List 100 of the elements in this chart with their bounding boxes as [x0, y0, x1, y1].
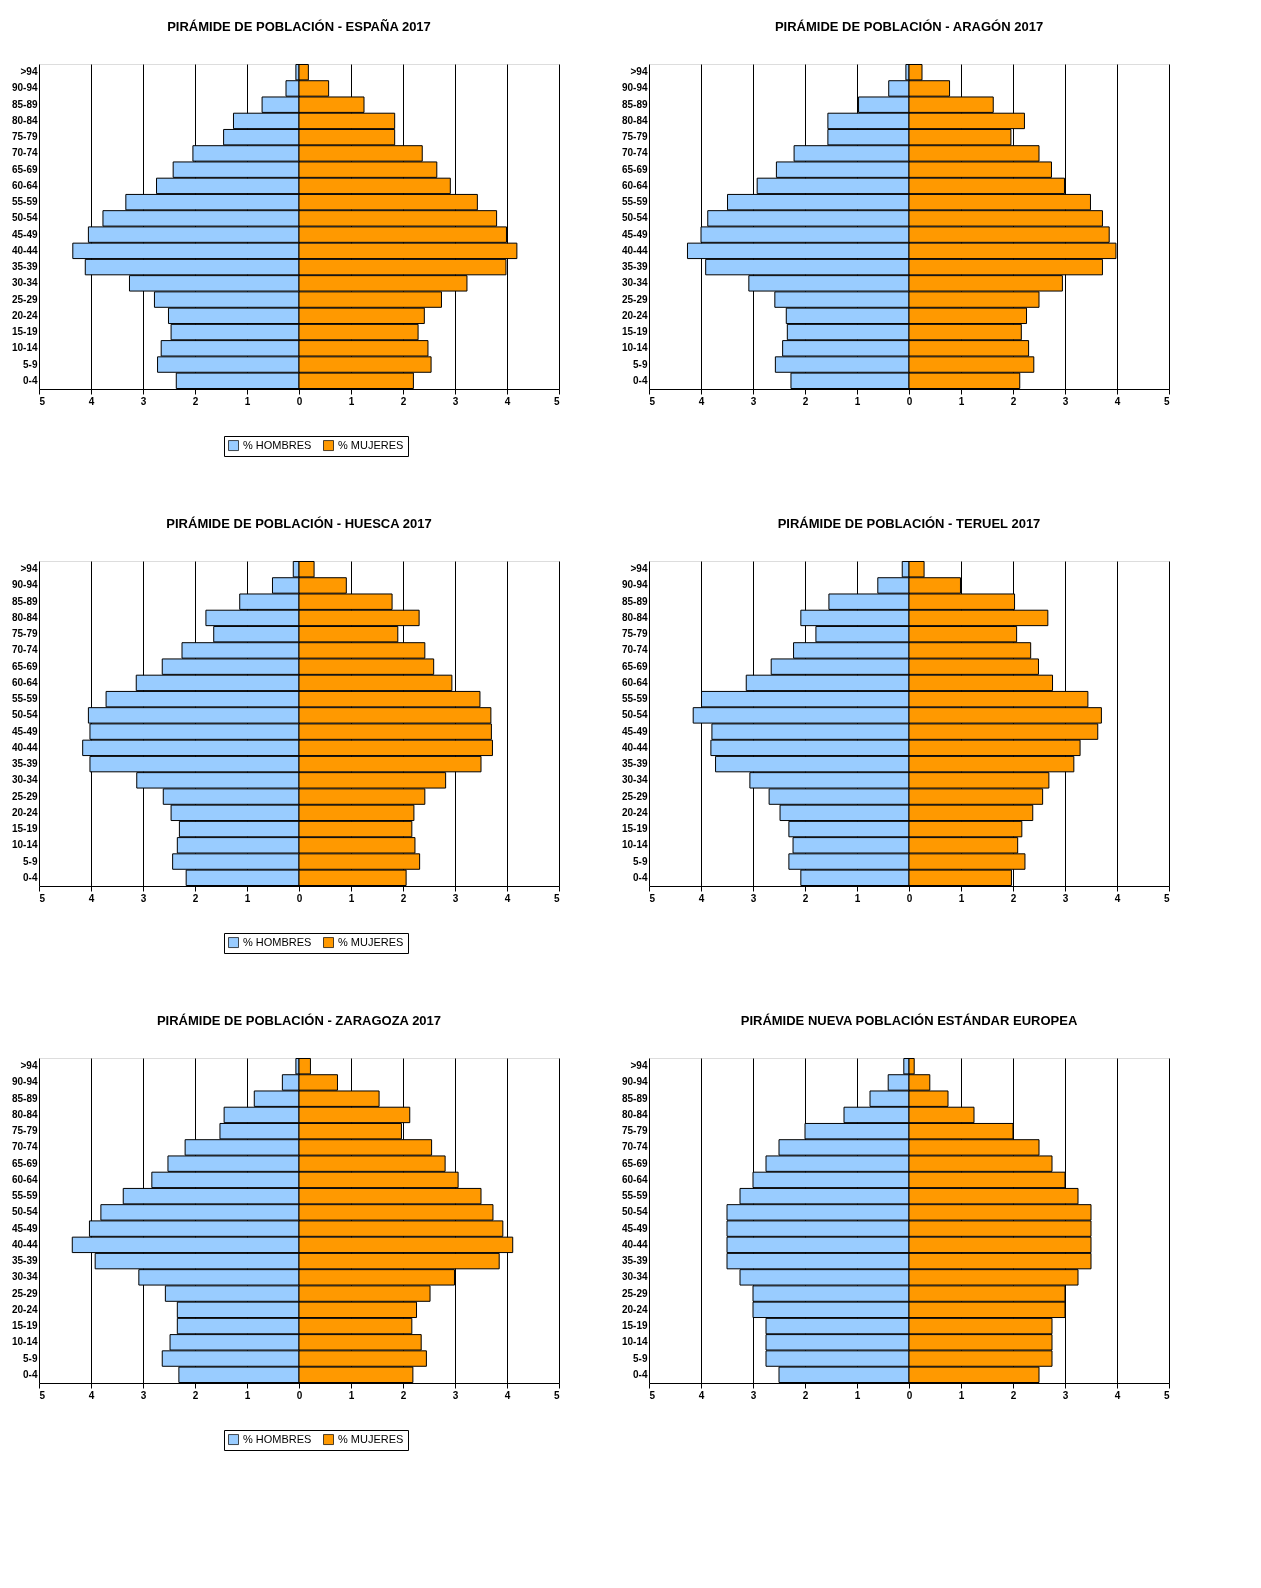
x-tick-label: 1	[854, 395, 861, 407]
x-tick-label: 5	[1163, 395, 1170, 407]
y-tick-label: 75-79	[621, 628, 648, 640]
y-tick-label: 45-49	[621, 228, 648, 240]
y-tick-label: 5-9	[23, 1352, 38, 1364]
x-tick-label: 4	[698, 395, 705, 407]
y-tick-label: 65-69	[11, 660, 38, 672]
y-tick-label: >94	[630, 66, 648, 78]
y-tick-label: 50-54	[11, 212, 38, 224]
x-tick-label: 0	[296, 1389, 303, 1401]
x-tick-label: 1	[244, 892, 251, 904]
x-tick-label: 5	[553, 892, 560, 904]
y-tick-label: 70-74	[621, 1141, 648, 1153]
x-tick-label: 2	[1010, 1389, 1017, 1401]
x-tick-label: 2	[400, 1389, 407, 1401]
chart-title: PIRÁMIDE DE POBLACIÓN - TERUEL 2017	[777, 515, 1041, 531]
y-tick-label: 65-69	[621, 1157, 648, 1169]
x-tick-label: 1	[854, 1389, 861, 1401]
y-tick-label: 25-29	[11, 790, 38, 802]
y-tick-label: 80-84	[621, 1108, 648, 1120]
x-tick-label: 5	[1163, 892, 1170, 904]
y-tick-label: 25-29	[621, 790, 648, 802]
y-tick-label: 65-69	[11, 163, 38, 175]
y-tick-label: 60-64	[621, 179, 648, 191]
x-tick-label: 4	[1114, 892, 1121, 904]
y-tick-label: 55-59	[11, 196, 38, 208]
x-tick-label: 3	[140, 395, 147, 407]
x-tick-label: 4	[88, 395, 95, 407]
chart-title: PIRÁMIDE DE POBLACIÓN - HUESCA 2017	[166, 515, 432, 531]
y-tick-label: 70-74	[11, 147, 38, 159]
x-tick-label: 4	[88, 1389, 95, 1401]
legend-label: % HOMBRES	[243, 1432, 312, 1445]
x-tick-label: 3	[750, 892, 757, 904]
x-tick-label: 0	[296, 395, 303, 407]
y-tick-label: 5-9	[633, 855, 648, 867]
y-tick-label: >94	[20, 563, 38, 575]
x-tick-label: 3	[140, 1389, 147, 1401]
x-tick-label: 4	[504, 1389, 511, 1401]
x-tick-label: 2	[1010, 892, 1017, 904]
y-tick-label: 50-54	[621, 1206, 648, 1218]
y-tick-label: 0-4	[633, 871, 648, 883]
y-tick-label: 90-94	[11, 579, 38, 591]
x-tick-label: 2	[1010, 395, 1017, 407]
x-tick-label: 1	[348, 1389, 355, 1401]
y-tick-label: 45-49	[11, 725, 38, 737]
y-tick-label: 35-39	[11, 261, 38, 273]
y-tick-label: 70-74	[11, 1141, 38, 1153]
x-tick-label: 2	[400, 395, 407, 407]
x-tick-label: 2	[802, 892, 809, 904]
y-tick-label: 0-4	[633, 374, 648, 386]
x-tick-label: 0	[906, 1389, 913, 1401]
y-tick-label: 10-14	[11, 342, 38, 354]
y-tick-label: 35-39	[621, 758, 648, 770]
y-tick-label: 40-44	[11, 741, 38, 753]
x-tick-label: 3	[1062, 395, 1069, 407]
y-tick-label: 50-54	[11, 709, 38, 721]
y-tick-label: 20-24	[11, 806, 38, 818]
y-tick-label: 75-79	[11, 1125, 38, 1137]
y-tick-label: 10-14	[11, 1336, 38, 1348]
y-tick-label: 30-34	[11, 774, 38, 786]
y-tick-label: 70-74	[621, 147, 648, 159]
y-tick-label: 70-74	[621, 644, 648, 656]
x-tick-label: 5	[649, 1389, 656, 1401]
x-tick-label: 1	[244, 1389, 251, 1401]
y-tick-label: 25-29	[11, 1287, 38, 1299]
y-tick-label: 75-79	[11, 628, 38, 640]
y-tick-label: 5-9	[23, 358, 38, 370]
x-tick-label: 4	[504, 395, 511, 407]
y-tick-label: 15-19	[621, 1320, 648, 1332]
x-tick-label: 2	[192, 395, 199, 407]
y-tick-label: 35-39	[621, 1255, 648, 1267]
x-tick-label: 3	[452, 395, 459, 407]
y-tick-label: 55-59	[11, 693, 38, 705]
y-tick-label: 85-89	[621, 595, 648, 607]
y-tick-label: 10-14	[621, 1336, 648, 1348]
legend-label: % HOMBRES	[243, 935, 312, 948]
x-tick-label: 3	[452, 1389, 459, 1401]
y-tick-label: 35-39	[11, 758, 38, 770]
y-tick-label: 90-94	[621, 82, 648, 94]
y-tick-label: 90-94	[621, 579, 648, 591]
x-tick-label: 4	[1114, 395, 1121, 407]
legend-label: % MUJERES	[338, 1432, 404, 1445]
y-tick-label: 30-34	[621, 1271, 648, 1283]
y-tick-label: 45-49	[11, 1222, 38, 1234]
y-tick-label: 10-14	[621, 342, 648, 354]
x-tick-label: 5	[39, 395, 46, 407]
y-tick-label: 15-19	[11, 326, 38, 338]
y-tick-label: 85-89	[11, 98, 38, 110]
y-tick-label: 90-94	[11, 82, 38, 94]
y-tick-label: 75-79	[621, 1125, 648, 1137]
y-tick-label: 70-74	[11, 644, 38, 656]
y-tick-label: 80-84	[621, 114, 648, 126]
y-tick-label: 0-4	[23, 1368, 38, 1380]
y-tick-label: 80-84	[11, 114, 38, 126]
x-tick-label: 5	[553, 395, 560, 407]
y-tick-label: 15-19	[11, 823, 38, 835]
legend-label: % MUJERES	[338, 438, 404, 451]
x-tick-label: 1	[958, 1389, 965, 1401]
y-tick-label: >94	[630, 1060, 648, 1072]
y-tick-label: 90-94	[11, 1076, 38, 1088]
